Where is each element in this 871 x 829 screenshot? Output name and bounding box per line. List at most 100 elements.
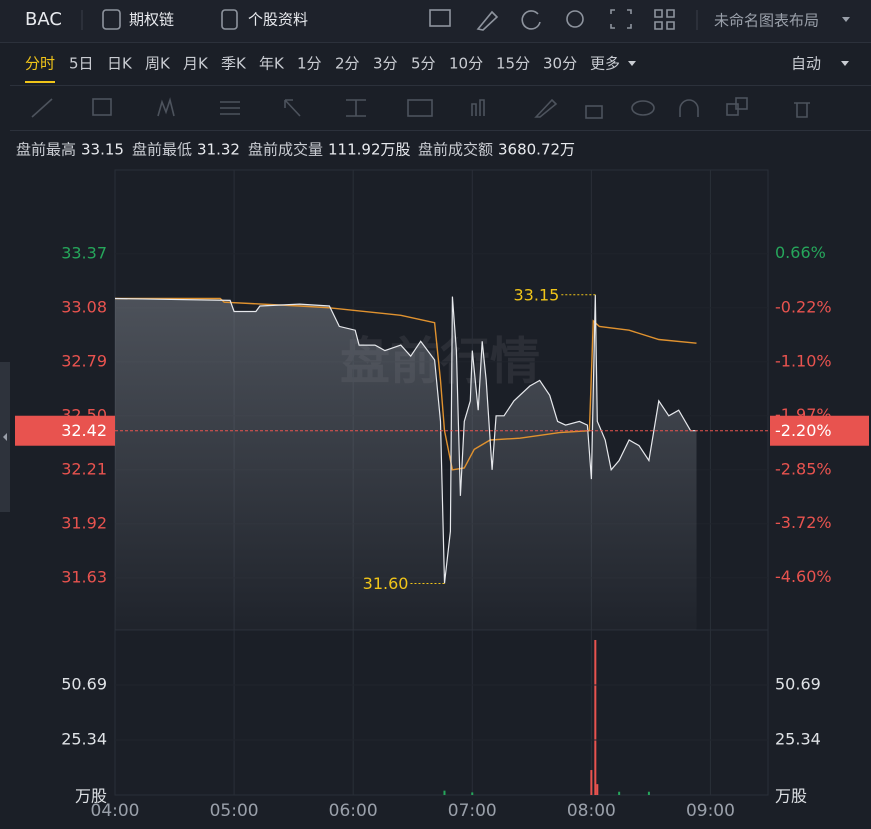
- tool[interactable]: [735, 97, 748, 110]
- period-tab[interactable]: 3分: [373, 55, 398, 73]
- tool[interactable]: [631, 100, 655, 116]
- caret: [841, 61, 849, 66]
- volume-bar: [443, 790, 446, 795]
- current-price-label: 32.42: [61, 421, 107, 440]
- icon[interactable]: [610, 9, 632, 29]
- period-tab[interactable]: 季K: [221, 55, 247, 73]
- tool[interactable]: [407, 99, 433, 117]
- period-tabs: 分时 5日 日K 周K 月K 季K 年K 1分 2分 3分 5分 10分 15分 30分 更多: [25, 55, 636, 83]
- period-tab[interactable]: 月K: [183, 55, 209, 73]
- side-arrow: [3, 433, 7, 441]
- link[interactable]: 个股资料: [248, 11, 308, 29]
- y2-tick-label: 0.66%: [775, 243, 826, 262]
- tool[interactable]: [471, 99, 485, 116]
- volume-bar: [594, 639, 597, 795]
- icon[interactable]: [521, 10, 541, 30]
- tool[interactable]: [31, 98, 53, 118]
- option-icon: [102, 9, 121, 30]
- volume-bar: [647, 791, 650, 795]
- volume-unit: 万股: [775, 787, 807, 806]
- x-tick-label: 08:00: [567, 801, 616, 821]
- y2-tick-label: -3.72%: [775, 513, 832, 532]
- volume-bar: [590, 770, 593, 795]
- period-tab[interactable]: 5日: [69, 55, 94, 73]
- icon[interactable]: [566, 10, 584, 28]
- volume-bar: [618, 791, 621, 795]
- icon[interactable]: [476, 10, 499, 31]
- info-value: 33.15: [81, 141, 124, 159]
- annotation-label: 33.15: [514, 285, 560, 304]
- chart: 盘前行情 04:00 05:00 06:00 07:00 08:00 09:0033.37…: [15, 169, 869, 821]
- tool[interactable]: [534, 98, 558, 118]
- y2-tick-label: -1.10%: [775, 352, 832, 371]
- tool[interactable]: [346, 99, 366, 117]
- x-tick-label: 05:00: [210, 801, 259, 821]
- x-tick-label: 06:00: [329, 801, 378, 821]
- period-tab[interactable]: 30分: [543, 55, 577, 73]
- tool-icons: [429, 9, 675, 31]
- y-tick-label: 32.21: [61, 459, 107, 478]
- info-value: 111.92万股: [328, 141, 411, 159]
- tool[interactable]: [157, 97, 175, 117]
- period-tab[interactable]: 分时: [25, 55, 55, 73]
- info-label: 盘前最高: [16, 141, 76, 159]
- y-tick-label: 31.92: [61, 513, 107, 532]
- tool[interactable]: [284, 99, 301, 117]
- volume-tick-label: 25.34: [775, 729, 821, 748]
- profile-icon: [221, 9, 238, 30]
- tool[interactable]: [794, 102, 810, 118]
- y2-tick-label: -0.22%: [775, 297, 832, 316]
- volume-tick-label: 50.69: [775, 674, 821, 693]
- volume-tick-label: 25.34: [61, 729, 107, 748]
- period-tab[interactable]: 更多: [590, 55, 620, 73]
- volume-tick-label: 50.69: [61, 674, 107, 693]
- volume-bar: [471, 792, 474, 795]
- x-tick-label: 09:00: [686, 801, 735, 821]
- top-bar: [0, 0, 871, 42]
- tool[interactable]: [92, 98, 112, 116]
- price-area: [115, 294, 697, 630]
- drawing-toolbar: [31, 97, 810, 119]
- tool[interactable]: [585, 105, 603, 119]
- tool[interactable]: [220, 101, 240, 115]
- info-value: 31.32: [197, 141, 240, 159]
- info-label: 盘前成交额: [418, 141, 493, 159]
- period-tab[interactable]: 日K: [107, 55, 133, 73]
- period-tab[interactable]: 周K: [145, 55, 171, 73]
- price-line: [114, 294, 697, 584]
- period-tab[interactable]: 15分: [496, 55, 530, 73]
- x-tick-label: 04:00: [91, 801, 140, 821]
- annotation-label: 31.60: [363, 574, 409, 593]
- info-label: 盘前成交量: [248, 141, 323, 159]
- scale-mode[interactable]: 自动: [791, 55, 821, 73]
- y-tick-label: 32.79: [61, 351, 107, 370]
- current-change-box: [770, 415, 869, 446]
- active-underline: [25, 81, 55, 83]
- x-tick-label: 07:00: [448, 801, 497, 821]
- period-tab[interactable]: 5分: [411, 55, 436, 73]
- tool[interactable]: [679, 99, 699, 117]
- period-tab[interactable]: 10分: [449, 55, 483, 73]
- link[interactable]: 期权链: [129, 11, 174, 29]
- period-tab[interactable]: 1分: [297, 55, 322, 73]
- period-tab[interactable]: 年K: [259, 55, 285, 73]
- volume-bar: [596, 784, 599, 795]
- y-tick-label: 33.08: [61, 297, 107, 316]
- caret: [842, 17, 850, 22]
- info-label: 盘前最低: [132, 141, 192, 159]
- symbol[interactable]: BAC: [25, 9, 62, 30]
- premarket-info: 盘前最高 33.15 盘前最低 31.32 盘前成交量 111.92万股 盘前成交额 3680…: [16, 141, 575, 159]
- layout-name[interactable]: 未命名图表布局: [714, 12, 819, 30]
- current-price-box: [15, 415, 115, 446]
- y-tick-label: 33.37: [61, 243, 107, 262]
- info-value: 3680.72万: [498, 141, 575, 159]
- period-tab[interactable]: 2分: [335, 55, 360, 73]
- average-line: [115, 297, 697, 471]
- icon[interactable]: [429, 9, 451, 27]
- icon[interactable]: [654, 9, 675, 30]
- current-change-label: -2.20%: [775, 421, 832, 440]
- y2-tick-label: -2.85%: [775, 459, 832, 478]
- volume-unit: 万股: [75, 787, 107, 806]
